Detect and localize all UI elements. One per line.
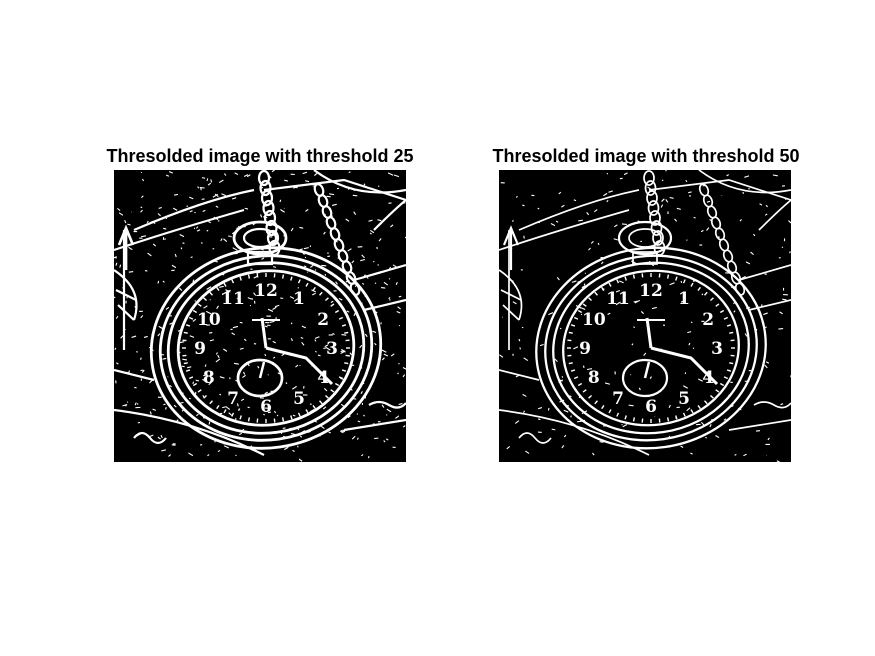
svg-text:2: 2: [702, 310, 714, 330]
svg-text:12: 12: [254, 281, 278, 301]
svg-text:10: 10: [582, 310, 606, 330]
svg-text:10: 10: [197, 310, 221, 330]
panel-1-title: Thresolded image with threshold 25: [106, 146, 414, 166]
svg-text:9: 9: [194, 339, 206, 359]
svg-text:2: 2: [317, 310, 329, 330]
svg-text:5: 5: [678, 389, 690, 409]
svg-text:3: 3: [326, 339, 338, 359]
panel-2-title: Thresolded image with threshold 50: [492, 146, 800, 166]
svg-text:11: 11: [606, 289, 630, 309]
svg-text:8: 8: [588, 368, 600, 388]
svg-text:11: 11: [221, 289, 245, 309]
panel-1-image: 12 1 2 3 4 5 6 7 8 9 10 11: [114, 170, 406, 462]
svg-text:6: 6: [645, 397, 657, 417]
svg-text:9: 9: [579, 339, 591, 359]
svg-text:6: 6: [260, 397, 272, 417]
svg-text:12: 12: [639, 281, 663, 301]
svg-text:1: 1: [678, 289, 690, 309]
svg-text:1: 1: [293, 289, 305, 309]
svg-text:3: 3: [711, 339, 723, 359]
svg-text:5: 5: [293, 389, 305, 409]
svg-text:8: 8: [203, 368, 215, 388]
svg-text:7: 7: [227, 389, 239, 409]
svg-text:7: 7: [612, 389, 624, 409]
panel-2-image: 12 1 2 3 4 5 6 7 8 9 10 11: [499, 170, 791, 462]
